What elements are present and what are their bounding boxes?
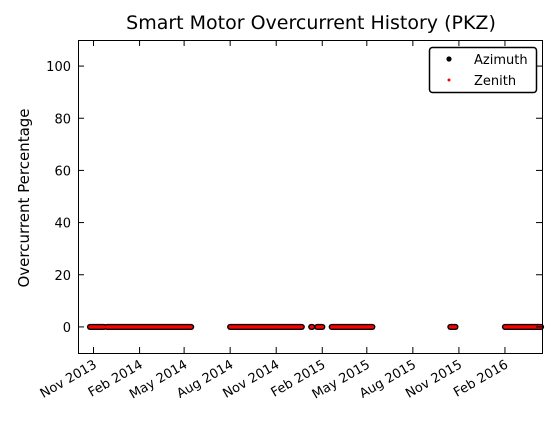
y-tick-label: 0 (63, 321, 71, 336)
y-axis-ticks: 0 20 40 60 80 100 (46, 60, 542, 336)
legend: Azimuth Zenith (428, 46, 538, 94)
chart-title: Smart Motor Overcurrent History (PKZ) (126, 12, 496, 34)
legend-box (428, 46, 538, 94)
y-tick-label: 20 (54, 269, 71, 284)
legend-marker-azimuth (446, 56, 452, 62)
y-axis-label: Overcurrent Percentage (15, 108, 33, 287)
legend-label-azimuth: Azimuth (474, 53, 528, 68)
y-tick-label: 40 (54, 217, 71, 232)
y-tick-label: 100 (46, 60, 71, 75)
y-tick-label: 60 (54, 164, 71, 179)
legend-marker-zenith (447, 78, 451, 82)
y-tick-label: 80 (54, 112, 71, 127)
legend-label-zenith: Zenith (474, 74, 516, 89)
plot-frame (78, 40, 543, 354)
